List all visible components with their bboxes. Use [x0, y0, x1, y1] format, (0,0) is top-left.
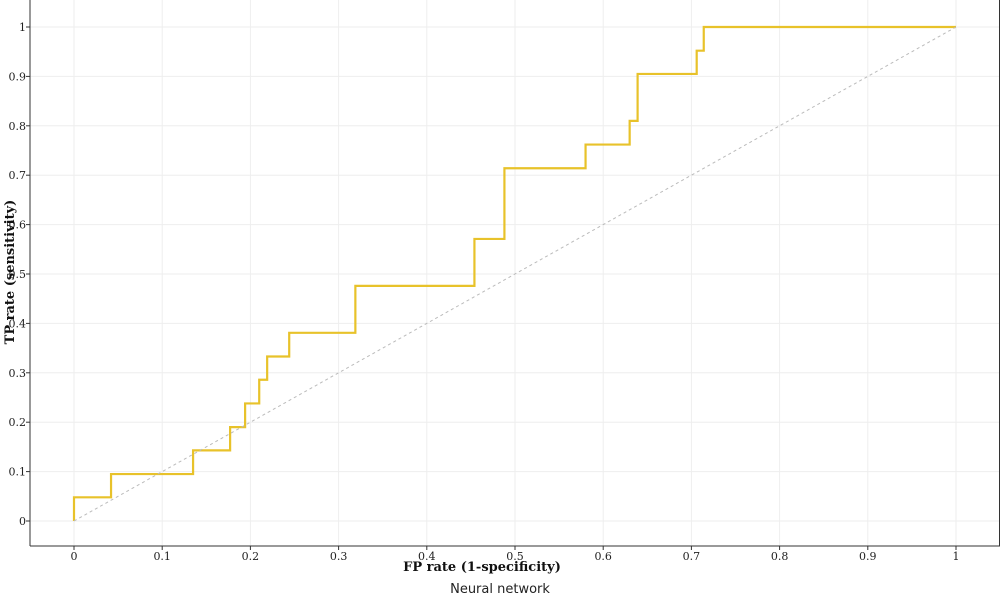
x-tick-label: 0	[71, 550, 78, 563]
x-tick-label: 0.9	[859, 550, 877, 563]
x-tick-label: 0.6	[594, 550, 612, 563]
tick-labels: 0 0.1 0.2 0.3 0.4 0.5 0.6 0.7 0.8 0.9 1 0 0.1 0.2 0.3 0…	[9, 21, 960, 563]
x-tick-label: 0.1	[153, 550, 171, 563]
x-tick-label: 0.8	[771, 550, 789, 563]
y-tick-label: 0	[19, 515, 26, 528]
y-tick-label: 0.1	[9, 466, 27, 479]
y-tick-label: 0.4	[9, 317, 27, 330]
y-tick-label: 0.6	[9, 219, 27, 232]
chart-caption: Neural network	[450, 582, 550, 597]
roc-chart: 0 0.1 0.2 0.3 0.4 0.5 0.6 0.7 0.8 0.9 1 0 0.1 0.2 0.3 0…	[3, 0, 1000, 575]
y-tick-label: 0.2	[9, 416, 27, 429]
y-tick-label: 0.7	[9, 169, 27, 182]
x-tick-label: 0.3	[330, 550, 348, 563]
x-tick-label: 0.2	[242, 550, 260, 563]
x-tick-label: 0.7	[683, 550, 701, 563]
reference-diagonal-line	[73, 26, 957, 522]
y-tick-label: 0.9	[9, 70, 27, 83]
data-series	[72, 25, 957, 522]
x-tick-label: 0.5	[506, 550, 524, 563]
x-tick-label: 1	[953, 550, 960, 563]
y-tick-label: 0.5	[9, 268, 27, 281]
y-tick-label: 1	[19, 21, 26, 34]
axes	[26, 0, 1000, 550]
y-tick-label: 0.8	[9, 120, 27, 133]
x-tick-label: 0.4	[418, 550, 436, 563]
roc-curve-line	[72, 25, 956, 521]
y-tick-label: 0.3	[9, 367, 27, 380]
y-axis-title: TP rate (sensitivity)	[3, 200, 18, 345]
x-axis-title: FP rate (1-specificity)	[403, 560, 561, 575]
